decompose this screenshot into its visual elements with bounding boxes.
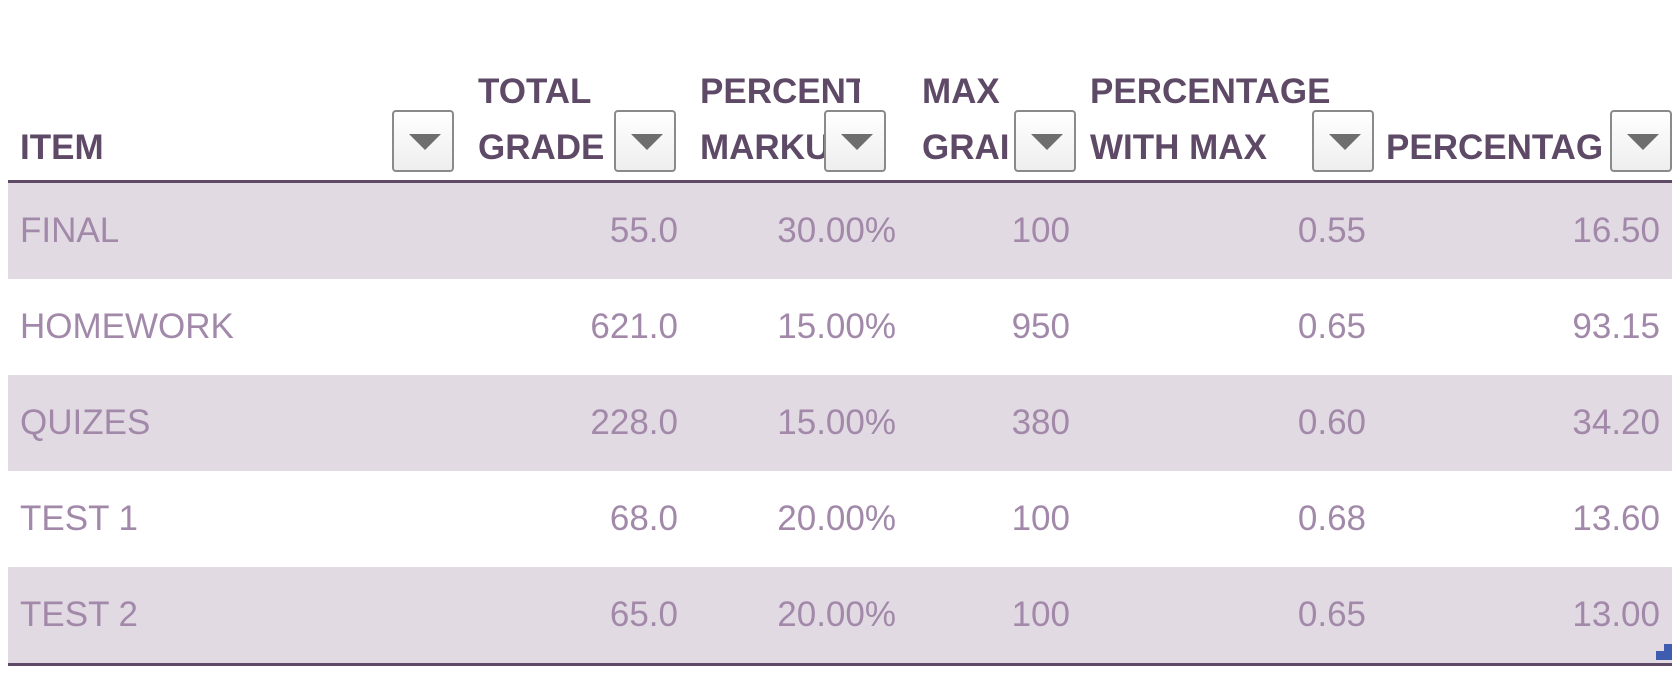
- cell-item[interactable]: QUIZES: [20, 403, 151, 442]
- cell-max-grade[interactable]: 100: [1011, 211, 1070, 250]
- cell-percentage-with-max[interactable]: 0.68: [1297, 499, 1366, 538]
- item-filter-dropdown-icon[interactable]: [392, 110, 454, 172]
- cell-max-grade[interactable]: 380: [1011, 403, 1070, 442]
- table-row: HOMEWORK 621.0 15.00% 950 0.65 93.15: [8, 279, 1672, 375]
- table-bottom-rule: [8, 663, 1672, 666]
- header-percentage-with-max: PERCENTAGE WITH MAX: [1078, 60, 1374, 180]
- cell-percentage-with-max[interactable]: 0.65: [1297, 595, 1366, 634]
- header-total-grade-label: TOTAL GRADE: [478, 72, 605, 167]
- header-percent-mark-label: PERCENT MARKU: [700, 72, 860, 167]
- header-max-grade: MAX GRAI: [910, 60, 1078, 180]
- table-header: ITEM TOTAL GRADE PERCENT MARKU MAX GRAI …: [8, 60, 1672, 183]
- percentage-filter-dropdown-icon[interactable]: [1610, 110, 1672, 172]
- table-row: TEST 2 65.0 20.00% 100 0.65 13.00: [8, 567, 1672, 663]
- table-row: QUIZES 228.0 15.00% 380 0.60 34.20: [8, 375, 1672, 471]
- table-body: FINAL 55.0 30.00% 100 0.55 16.50 HOMEWOR…: [8, 183, 1672, 666]
- cell-max-grade[interactable]: 950: [1011, 307, 1070, 346]
- cell-percent-mark[interactable]: 20.00%: [777, 499, 896, 538]
- total-grade-filter-dropdown-icon[interactable]: [614, 110, 676, 172]
- header-percentage-label: PERCENTAG: [1386, 128, 1604, 167]
- cell-total-grade[interactable]: 228.0: [590, 403, 678, 442]
- header-item: ITEM: [8, 60, 458, 180]
- cell-percentage-with-max[interactable]: 0.65: [1297, 307, 1366, 346]
- cell-max-grade[interactable]: 100: [1011, 499, 1070, 538]
- table-row: TEST 1 68.0 20.00% 100 0.68 13.60: [8, 471, 1672, 567]
- cell-item[interactable]: FINAL: [20, 211, 120, 250]
- table-resize-handle-icon[interactable]: [1656, 644, 1672, 660]
- percent-mark-filter-dropdown-icon[interactable]: [824, 110, 886, 172]
- percentage-with-max-filter-dropdown-icon[interactable]: [1312, 110, 1374, 172]
- cell-percent-mark[interactable]: 20.00%: [777, 595, 896, 634]
- cell-item[interactable]: TEST 2: [20, 595, 139, 634]
- header-item-label: ITEM: [20, 128, 104, 167]
- cell-percent-mark[interactable]: 15.00%: [777, 403, 896, 442]
- cell-percentage-with-max[interactable]: 0.60: [1297, 403, 1366, 442]
- header-percent-mark: PERCENT MARKU: [688, 60, 908, 180]
- cell-percentage-with-max[interactable]: 0.55: [1297, 211, 1366, 250]
- cell-total-grade[interactable]: 68.0: [609, 499, 678, 538]
- grades-table: ITEM TOTAL GRADE PERCENT MARKU MAX GRAI …: [8, 60, 1672, 666]
- cell-percentage[interactable]: 16.50: [1572, 211, 1660, 250]
- cell-percentage[interactable]: 13.00: [1572, 595, 1660, 634]
- max-grade-filter-dropdown-icon[interactable]: [1014, 110, 1076, 172]
- table-row: FINAL 55.0 30.00% 100 0.55 16.50: [8, 183, 1672, 279]
- cell-total-grade[interactable]: 65.0: [609, 595, 678, 634]
- cell-percent-mark[interactable]: 30.00%: [777, 211, 896, 250]
- cell-item[interactable]: TEST 1: [20, 499, 139, 538]
- cell-percentage[interactable]: 93.15: [1572, 307, 1660, 346]
- cell-item[interactable]: HOMEWORK: [20, 307, 234, 346]
- cell-total-grade[interactable]: 621.0: [590, 307, 678, 346]
- header-percentage-with-max-label: PERCENTAGE WITH MAX: [1090, 72, 1330, 167]
- header-percentage: PERCENTAG: [1374, 60, 1672, 180]
- header-total-grade: TOTAL GRADE: [466, 60, 690, 180]
- cell-percentage[interactable]: 34.20: [1572, 403, 1660, 442]
- cell-max-grade[interactable]: 100: [1011, 595, 1070, 634]
- header-max-grade-label: MAX GRAI: [922, 72, 1010, 167]
- cell-percentage[interactable]: 13.60: [1572, 499, 1660, 538]
- cell-total-grade[interactable]: 55.0: [609, 211, 678, 250]
- cell-percent-mark[interactable]: 15.00%: [777, 307, 896, 346]
